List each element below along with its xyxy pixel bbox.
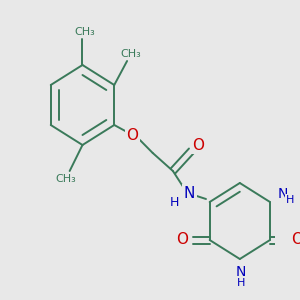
Text: CH₃: CH₃ xyxy=(75,27,96,37)
Text: N: N xyxy=(184,185,195,200)
Text: N: N xyxy=(278,187,288,201)
Text: CH₃: CH₃ xyxy=(56,174,76,184)
Text: N: N xyxy=(236,265,246,279)
Text: CH₃: CH₃ xyxy=(120,49,141,59)
Text: O: O xyxy=(127,128,139,142)
Text: H: H xyxy=(236,278,245,288)
Text: H: H xyxy=(286,195,294,205)
Text: O: O xyxy=(176,232,188,247)
Text: O: O xyxy=(193,137,205,152)
Text: H: H xyxy=(170,196,179,209)
Text: O: O xyxy=(292,232,300,247)
